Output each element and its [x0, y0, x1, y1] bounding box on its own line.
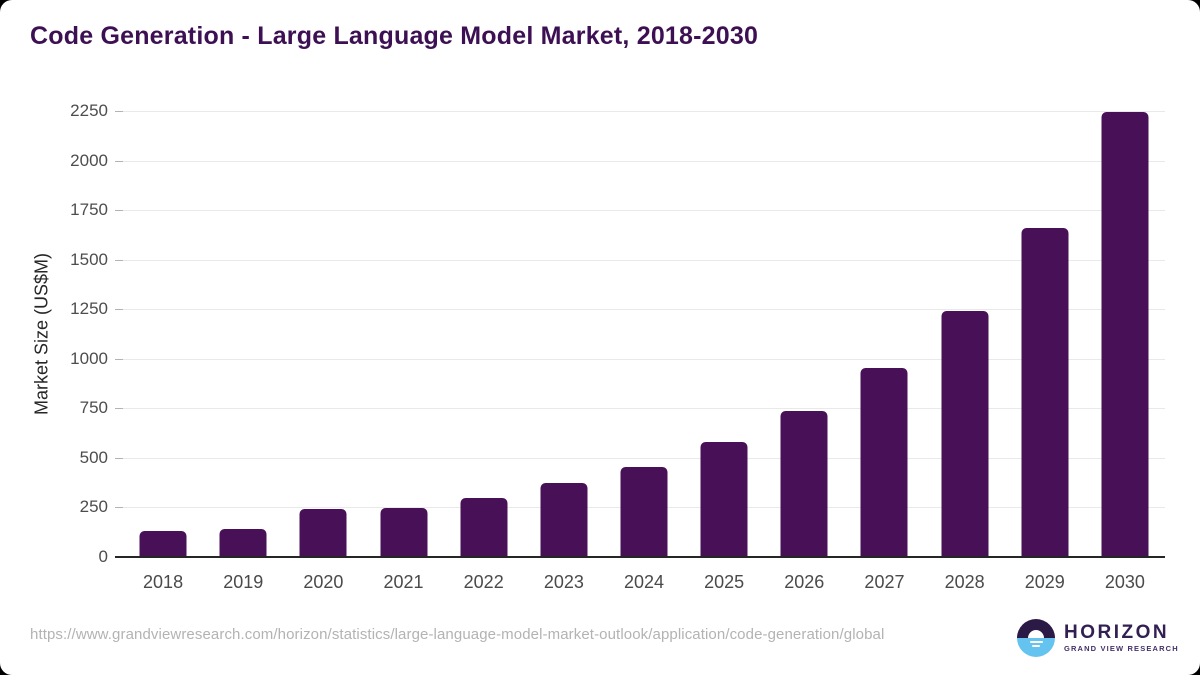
y-tick-label-750: 750 — [79, 398, 108, 418]
y-tick-mark-1000 — [115, 358, 123, 360]
logo-text: HORIZON GRAND VIEW RESEARCH — [1064, 622, 1179, 654]
x-tick-label-2022: 2022 — [463, 572, 504, 592]
x-tick-label-2021: 2021 — [383, 572, 424, 592]
y-tick-label-2000: 2000 — [70, 150, 108, 170]
y-tick-mark-2000 — [115, 160, 123, 162]
bar-2024[interactable] — [620, 466, 668, 557]
reflection-line — [1032, 645, 1040, 647]
plot-area — [115, 111, 1165, 557]
y-tick-label-2250: 2250 — [70, 101, 108, 120]
x-axis-line — [115, 556, 1165, 558]
logo-name: HORIZON — [1064, 622, 1170, 643]
bar-2029[interactable] — [1021, 227, 1069, 557]
y-tick-mark-250 — [115, 507, 123, 509]
logo-subtitle: GRAND VIEW RESEARCH — [1064, 644, 1179, 653]
x-tick-label-2025: 2025 — [704, 572, 745, 592]
gridline-500 — [123, 457, 1165, 459]
gridline-2250 — [123, 111, 1165, 112]
y-tick-mark-750 — [115, 408, 123, 410]
gridline-1750 — [123, 210, 1165, 212]
horizon-logo[interactable]: HORIZON GRAND VIEW RESEARCH — [1017, 618, 1179, 658]
y-axis-labels: 0 250 500 750 1000 1250 1500 1750 2000 2250 — [0, 102, 108, 566]
gridline-750 — [123, 408, 1165, 410]
x-tick-label-2018: 2018 — [143, 572, 184, 592]
bar-2021[interactable] — [380, 508, 428, 557]
x-tick-label-2027: 2027 — [864, 572, 905, 592]
x-tick-label-2026: 2026 — [784, 572, 825, 592]
gridline-1000 — [123, 358, 1165, 360]
y-tick-mark-1250 — [115, 309, 123, 311]
bar-2019[interactable] — [219, 529, 267, 557]
x-tick-label-2023: 2023 — [543, 572, 584, 592]
chart-title: Code Generation - Large Language Model M… — [30, 22, 759, 50]
y-tick-label-1000: 1000 — [70, 348, 108, 368]
y-tick-label-1500: 1500 — [70, 249, 108, 269]
x-tick-label-2029: 2029 — [1024, 572, 1065, 592]
bar-2028[interactable] — [941, 311, 989, 557]
y-tick-mark-500 — [115, 457, 123, 459]
bar-2018[interactable] — [139, 530, 187, 557]
y-tick-label-1750: 1750 — [70, 200, 108, 220]
x-tick-label-2024: 2024 — [623, 572, 665, 592]
bar-2022[interactable] — [460, 497, 508, 557]
x-axis-labels: 2018 2019 2020 2021 2022 2023 2024 2025 2026 2027… — [123, 572, 1165, 596]
y-tick-mark-1500 — [115, 259, 123, 261]
sun-dome-shape — [1028, 630, 1044, 638]
x-tick-label-2020: 2020 — [303, 572, 344, 592]
y-tick-mark-1750 — [115, 210, 123, 212]
y-tick-mark-2250 — [115, 111, 123, 112]
bar-2030[interactable] — [1101, 111, 1149, 557]
y-tick-label-500: 500 — [79, 447, 108, 467]
y-tick-label-0: 0 — [98, 547, 108, 566]
x-tick-label-2030: 2030 — [1104, 572, 1145, 592]
x-tick-label-2028: 2028 — [944, 572, 985, 592]
source-url-link[interactable]: https://www.grandviewresearch.com/horizo… — [30, 626, 885, 643]
gridline-2000 — [123, 160, 1165, 162]
bar-2025[interactable] — [700, 441, 748, 557]
bar-2023[interactable] — [540, 483, 588, 557]
y-tick-label-1250: 1250 — [70, 299, 108, 319]
reflection-line — [1030, 641, 1043, 643]
x-tick-label-2019: 2019 — [223, 572, 264, 592]
y-tick-label-250: 250 — [79, 497, 108, 517]
bar-2026[interactable] — [780, 411, 828, 557]
gridline-1500 — [123, 259, 1165, 261]
horizon-sunset-icon — [1017, 619, 1055, 657]
bar-2020[interactable] — [299, 509, 347, 557]
bar-2027[interactable] — [860, 368, 908, 557]
gridline-1250 — [123, 309, 1165, 311]
